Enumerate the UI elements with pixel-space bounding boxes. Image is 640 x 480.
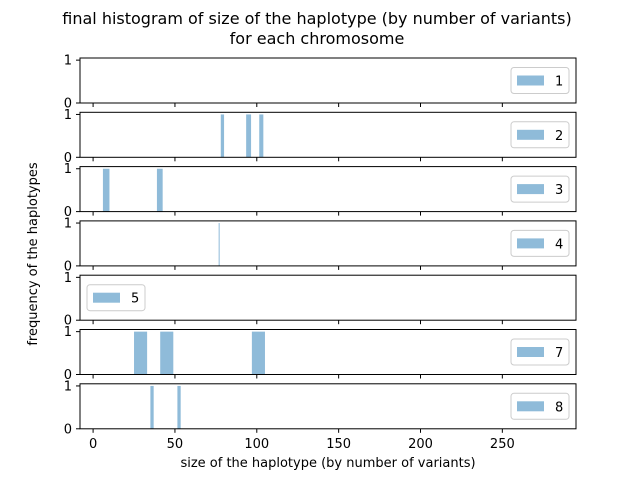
y-tick-label: 1 — [64, 54, 72, 69]
chart-title-line-2: for each chromosome — [230, 29, 405, 48]
y-tick-label: 1 — [64, 271, 72, 286]
y-tick-label: 0 — [64, 151, 72, 166]
chart-title-line-1: final histogram of size of the haplotype… — [62, 9, 571, 28]
legend-label: 7 — [555, 346, 563, 361]
legend-chromosome-4: 4 — [510, 229, 570, 257]
legend-chromosome-7: 7 — [510, 338, 570, 366]
y-axis-label: frequency of the haplotypes — [26, 162, 41, 346]
panel-chromosome-4: 0 1 4 — [64, 217, 577, 274]
y-tick-label: 0 — [64, 314, 72, 329]
legend-label: 5 — [131, 292, 139, 307]
panel-frame — [79, 111, 577, 158]
panel-chromosome-1: 0 1 1 — [64, 54, 577, 112]
legend-chromosome-2: 2 — [510, 121, 570, 149]
legend-swatch — [93, 292, 120, 303]
bar-chromosome-2-2 — [259, 114, 264, 158]
x-tick-label: 250 — [490, 437, 515, 452]
panel-chromosome-7: 0 1 7 — [64, 325, 577, 383]
y-tick-label: 1 — [64, 379, 72, 394]
bar-chromosome-4-0 — [218, 223, 220, 266]
legend-swatch — [517, 129, 544, 140]
legend-chromosome-1: 1 — [510, 67, 570, 94]
panel-chromosome-5: 0 1 5 — [64, 271, 577, 329]
panel-frame — [79, 329, 577, 375]
y-tick-label: 1 — [64, 325, 72, 340]
x-tick-label: 0 — [89, 437, 97, 452]
legend-label: 2 — [555, 129, 563, 144]
panel-chromosome-3: 0 1 3 — [64, 162, 577, 220]
legend-chromosome-3: 3 — [510, 175, 570, 203]
y-tick-label: 0 — [64, 368, 72, 383]
legend-swatch — [517, 184, 544, 195]
panel-chromosome-8: 0 1 8 — [64, 379, 577, 437]
y-tick-label: 0 — [64, 422, 72, 437]
y-tick-label: 1 — [64, 217, 72, 232]
bar-chromosome-2-0 — [220, 114, 225, 158]
x-tick-label: 150 — [326, 437, 351, 452]
legend-label: 3 — [555, 183, 563, 198]
bar-chromosome-3-1 — [156, 168, 163, 212]
legend-chromosome-5: 5 — [86, 284, 146, 312]
legend-swatch — [517, 238, 544, 249]
legend-swatch — [517, 347, 544, 357]
y-tick-label: 1 — [64, 108, 72, 123]
y-tick-label: 0 — [64, 97, 72, 112]
panel-frame — [79, 166, 577, 213]
legend-label: 8 — [555, 400, 563, 415]
panel-frame — [79, 220, 577, 267]
x-axis-label: size of the haplotype (by number of vari… — [180, 456, 475, 471]
x-axis: 0 50 100 150 200 250 — [89, 437, 515, 452]
bar-chromosome-7-2 — [251, 331, 265, 375]
legend-swatch — [517, 75, 544, 86]
x-tick-label: 100 — [244, 437, 269, 452]
legend-label: 1 — [555, 75, 563, 90]
bar-chromosome-8-0 — [150, 385, 154, 429]
legend-swatch — [517, 401, 544, 412]
bar-chromosome-7-1 — [160, 331, 174, 375]
bar-chromosome-3-0 — [102, 168, 110, 212]
bar-chromosome-8-1 — [177, 385, 181, 429]
legend-label: 4 — [555, 237, 563, 252]
bar-chromosome-2-1 — [246, 114, 252, 158]
panel-frame — [79, 57, 577, 104]
panel-frame — [79, 274, 577, 321]
y-tick-label: 0 — [64, 205, 72, 220]
legend-chromosome-8: 8 — [510, 392, 570, 420]
x-tick-label: 50 — [167, 437, 184, 452]
y-tick-label: 0 — [64, 259, 72, 274]
panel-frame — [79, 383, 577, 430]
y-tick-label: 1 — [64, 162, 72, 177]
panel-chromosome-2: 0 1 2 — [64, 108, 577, 166]
bar-chromosome-7-0 — [134, 331, 148, 375]
x-tick-label: 200 — [408, 437, 433, 452]
